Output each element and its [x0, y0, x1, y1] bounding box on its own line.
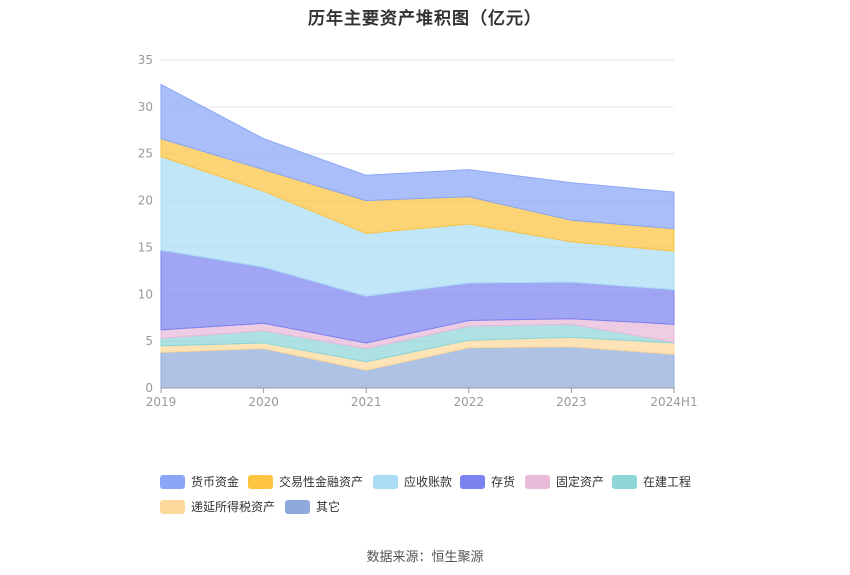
x-tick-label: 2021	[351, 395, 382, 409]
legend-swatch	[248, 474, 273, 489]
x-tick-label: 2020	[248, 395, 279, 409]
legend-item[interactable]: 应收账款	[373, 473, 452, 489]
legend-swatch	[160, 474, 185, 489]
legend-label: 在建工程	[643, 475, 692, 489]
legend-item[interactable]: 货币资金	[160, 473, 239, 489]
x-tick-label: 2022	[454, 395, 485, 409]
legend-swatch	[612, 474, 637, 489]
legend-label: 递延所得税资产	[191, 500, 276, 514]
legend-item[interactable]: 其它	[285, 498, 340, 514]
axes: 0 5 10 15 20 25 30 35 2019 2020 2021 2022 2023 2024H1	[138, 53, 698, 409]
data-source-note: 数据来源：恒生聚源	[366, 550, 484, 565]
y-tick-label: 0	[145, 381, 153, 395]
legend-item[interactable]: 交易性金融资产	[248, 473, 363, 489]
y-tick-label: 10	[138, 287, 153, 301]
x-tick-label: 2019	[146, 395, 177, 409]
x-tick-label: 2023	[556, 395, 587, 409]
legend-item[interactable]: 在建工程	[612, 473, 691, 489]
legend-swatch	[160, 499, 185, 514]
legend-swatch	[285, 499, 310, 514]
legend-swatch	[373, 474, 398, 489]
y-tick-label: 25	[138, 147, 153, 161]
y-tick-label: 20	[138, 194, 153, 208]
area-series-货币资金	[160, 83, 675, 230]
legend-label: 固定资产	[556, 475, 605, 489]
y-tick-label: 5	[145, 334, 153, 348]
legend-label: 交易性金融资产	[279, 475, 364, 489]
legend-swatch	[525, 474, 550, 489]
legend-label: 应收账款	[404, 475, 453, 489]
legend-label: 存货	[491, 475, 516, 489]
legend-item[interactable]: 存货	[460, 473, 515, 489]
x-tick-label: 2024H1	[650, 395, 697, 409]
y-tick-label: 35	[138, 53, 153, 67]
chart-title: 历年主要资产堆积图（亿元）	[308, 9, 542, 29]
legend-label: 其它	[316, 500, 341, 514]
area-series	[160, 83, 675, 389]
legend-label: 货币资金	[191, 475, 240, 489]
y-tick-label: 30	[138, 100, 153, 114]
y-tick-label: 15	[138, 240, 153, 254]
legend-swatch	[460, 474, 485, 489]
legend-item[interactable]: 固定资产	[525, 473, 604, 489]
legend-item[interactable]: 递延所得税资产	[160, 498, 275, 514]
